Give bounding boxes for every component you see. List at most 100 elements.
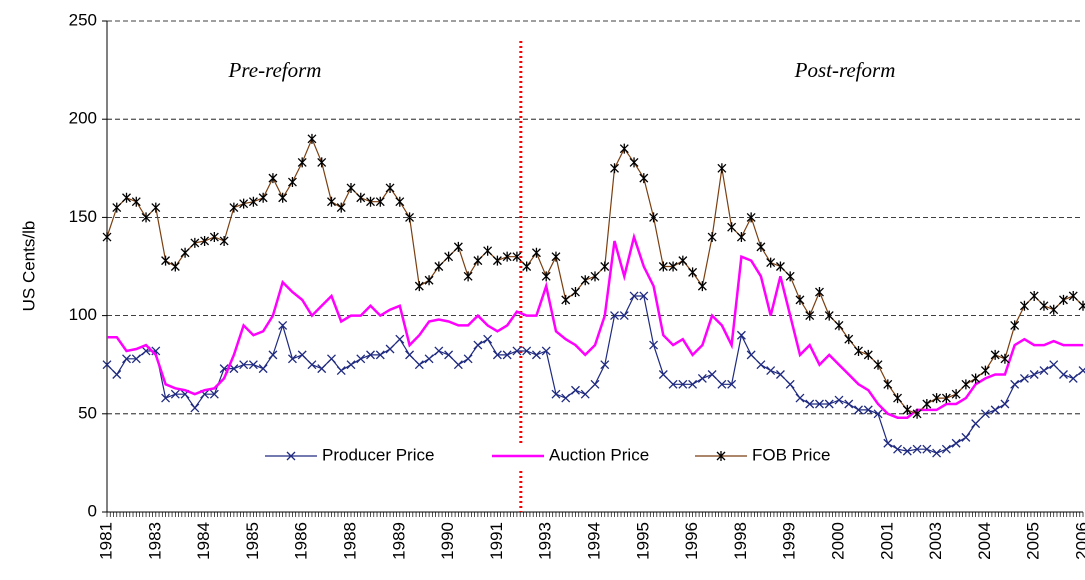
marker [619,143,629,154]
marker-star [1078,300,1085,311]
x-tick-label: 1994 [584,522,603,560]
marker [453,241,463,252]
marker-star [200,235,210,246]
marker [561,294,571,305]
marker-x [239,360,249,370]
marker [1010,320,1020,331]
marker-star [278,192,288,203]
marker-x [717,379,727,389]
marker [902,404,912,415]
marker-x [346,360,356,370]
marker [580,389,590,399]
marker-x [571,385,580,395]
marker-x [912,444,922,454]
marker-star [395,196,405,207]
marker-x [258,364,268,374]
marker [805,399,815,409]
marker [190,237,200,248]
marker [639,291,649,301]
marker-star [629,157,639,168]
marker [414,360,424,370]
marker-x [1000,399,1010,409]
marker-x [971,419,981,429]
marker-x [1029,370,1039,379]
marker-x [697,373,707,383]
marker-x [1059,370,1068,379]
marker [668,261,678,272]
marker [873,409,883,419]
marker-star [707,232,717,243]
marker-x [649,340,659,350]
marker [716,451,726,461]
marker [502,350,512,360]
marker-x [580,389,590,399]
marker [600,261,610,272]
marker [385,182,395,193]
x-tick-label: 2000 [828,522,847,560]
marker-star [912,408,922,419]
x-tick-label: 1990 [438,522,457,560]
marker [1029,370,1039,379]
marker-star [541,271,551,282]
marker [375,196,385,207]
marker [239,360,249,370]
marker [1039,300,1049,311]
marker-star [971,373,981,384]
marker [1059,294,1068,305]
marker [541,346,551,356]
marker [610,163,619,174]
marker [883,379,893,390]
marker-x [375,350,385,360]
marker [590,271,600,282]
marker [1010,379,1020,389]
marker-x [268,350,278,360]
marker [463,354,473,364]
marker-star [697,281,707,292]
marker-x [746,350,756,360]
marker-star [766,257,776,268]
marker [473,340,483,350]
marker [922,444,932,454]
marker-x [463,354,473,364]
marker [268,173,278,184]
marker [248,196,258,207]
marker-star [717,163,727,174]
marker-x [395,334,405,344]
marker [307,360,317,370]
marker-x [1010,379,1020,389]
marker-star [922,398,932,409]
marker [336,202,346,213]
marker-x [122,354,131,364]
marker-x [1019,373,1029,383]
marker [854,405,863,415]
marker [736,232,746,243]
marker [463,271,473,282]
marker-x [483,334,493,344]
marker [600,360,610,370]
marker-x [941,444,951,454]
marker [893,444,903,454]
marker [444,350,454,360]
marker [258,192,268,203]
marker [424,354,434,364]
marker [512,346,522,356]
marker [141,212,151,223]
marker-x [531,350,541,360]
marker [1019,300,1029,311]
marker [980,365,990,376]
marker-x [1068,373,1078,383]
marker-star [502,251,512,262]
marker [492,350,502,360]
marker [688,379,698,389]
marker-star [385,182,395,193]
marker-star [990,349,1000,360]
marker-star [1019,300,1029,311]
marker-x [278,320,288,330]
marker [327,196,336,207]
marker-x [492,350,502,360]
marker-star [658,261,668,272]
marker-x [707,370,717,379]
marker-star [1039,300,1049,311]
marker-star [248,196,258,207]
marker-star [902,404,912,415]
